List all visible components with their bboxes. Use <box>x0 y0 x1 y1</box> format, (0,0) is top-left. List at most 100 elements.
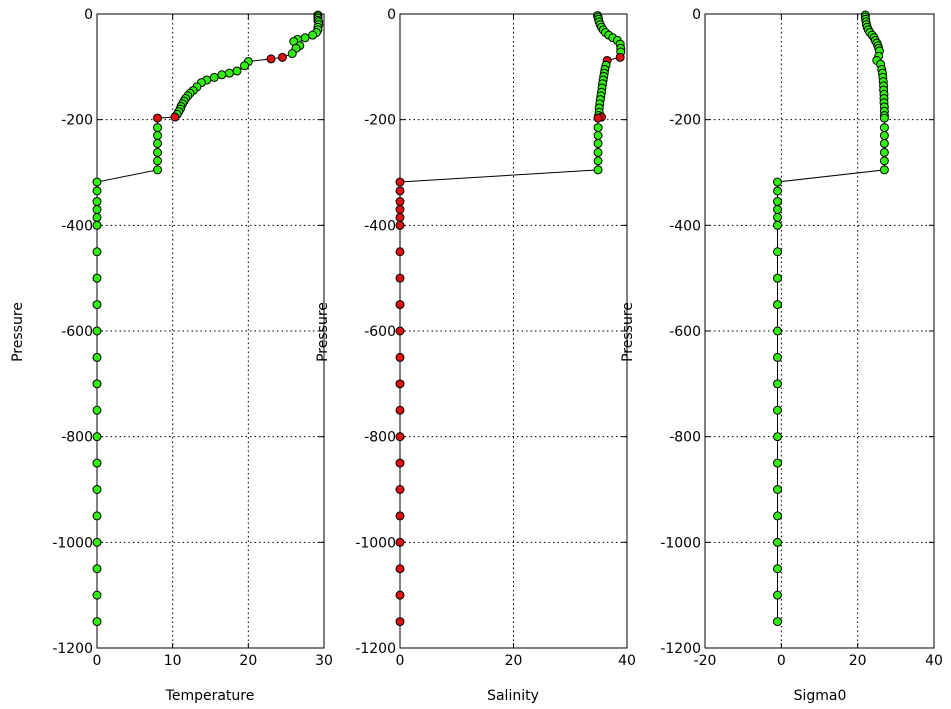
data-point-good <box>773 590 783 600</box>
data-point-good <box>593 165 603 175</box>
data-point-good <box>879 138 889 148</box>
data-point-good <box>92 352 102 362</box>
data-point-bad <box>395 273 405 283</box>
data-point-good <box>153 131 163 141</box>
data-point-good <box>879 131 889 141</box>
data-point-good <box>92 379 102 389</box>
data-point-good <box>773 326 783 336</box>
data-point-good <box>773 300 783 310</box>
data-point-good <box>92 617 102 627</box>
data-point-bad <box>593 113 603 123</box>
data-point-bad <box>153 113 163 123</box>
data-point-good <box>773 177 783 187</box>
data-point-good <box>773 352 783 362</box>
data-point-good <box>773 273 783 283</box>
data-point-good <box>773 186 783 196</box>
data-layer <box>773 10 889 627</box>
data-point-bad <box>395 379 405 389</box>
data-point-bad <box>395 537 405 547</box>
data-point-bad <box>395 432 405 442</box>
data-point-good <box>92 212 102 222</box>
x-tick-label: 30 <box>315 653 333 669</box>
y-tick-label: -400 <box>364 218 396 234</box>
data-point-good <box>92 564 102 574</box>
data-point-bad <box>395 326 405 336</box>
sigma0-panel: Sigma0 Pressure -20 0 20 400-200-400-600-80… <box>620 7 943 704</box>
salinity-panel: Salinity Pressure 0 20 40 0 -200 -400 -600 -800… <box>315 7 636 704</box>
y-tick-label: -1000 <box>52 535 93 551</box>
x-tick-label: -20 <box>694 653 717 669</box>
y-tick-label: -800 <box>669 430 701 446</box>
y-tick-label: -1000 <box>355 535 396 551</box>
data-point-good <box>593 131 603 141</box>
data-point-good <box>773 432 783 442</box>
data-point-good <box>92 186 102 196</box>
data-point-good <box>773 617 783 627</box>
y-tick-label: -800 <box>61 430 93 446</box>
data-point-good <box>92 458 102 468</box>
data-point-good <box>92 537 102 547</box>
data-point-good <box>209 72 219 82</box>
data-point-good <box>92 590 102 600</box>
x-tick-label: 10 <box>164 653 182 669</box>
data-point-good <box>92 204 102 214</box>
data-point-good <box>153 156 163 166</box>
data-point-bad <box>266 54 276 64</box>
data-layer <box>395 11 626 627</box>
data-point-bad <box>395 511 405 521</box>
data-point-good <box>773 247 783 257</box>
data-point-bad <box>615 52 625 62</box>
data-point-good <box>92 485 102 494</box>
data-point-good <box>92 273 102 283</box>
x-tick-label: 20 <box>239 653 257 669</box>
data-point-bad <box>395 177 405 187</box>
data-layer <box>92 10 324 627</box>
data-point-good <box>773 212 783 222</box>
data-point-good <box>593 138 603 148</box>
data-point-good <box>879 123 889 133</box>
data-point-good <box>287 49 297 59</box>
temperature-panel-xlabel: Temperature <box>165 688 255 704</box>
data-point-good <box>300 33 310 43</box>
y-tick-label: -200 <box>61 113 93 129</box>
temperature-panel-ylabel: Pressure <box>10 302 26 362</box>
y-tick-label: -600 <box>61 324 93 340</box>
data-point-good <box>240 61 250 71</box>
data-point-good <box>92 197 102 207</box>
data-point-bad <box>395 204 405 214</box>
sigma0-panel-ylabel: Pressure <box>620 302 636 362</box>
y-tick-label: -1200 <box>52 641 93 657</box>
data-point-good <box>773 197 783 207</box>
y-tick-label: -1200 <box>355 641 396 657</box>
data-point-good <box>773 220 783 230</box>
y-tick-label: -1200 <box>660 641 701 657</box>
x-tick-label: 40 <box>618 653 636 669</box>
y-tick-label: -200 <box>364 113 396 129</box>
data-point-bad <box>395 197 405 207</box>
data-point-good <box>773 379 783 389</box>
y-tick-label: -400 <box>669 218 701 234</box>
y-tick-label: -1000 <box>660 535 701 551</box>
data-point-good <box>92 177 102 187</box>
data-point-good <box>308 30 318 40</box>
data-point-good <box>92 220 102 230</box>
x-tick-label: 20 <box>505 653 523 669</box>
x-tick-label: 0 <box>777 653 786 669</box>
data-point-good <box>92 405 102 415</box>
x-tick-label: 20 <box>849 653 867 669</box>
data-point-good <box>773 405 783 415</box>
data-point-bad <box>395 220 405 230</box>
data-point-bad <box>170 112 180 122</box>
data-point-bad <box>395 485 405 494</box>
y-tick-label: -600 <box>364 324 396 340</box>
grid-lines <box>97 14 324 648</box>
data-point-good <box>879 165 889 175</box>
data-point-good <box>92 247 102 257</box>
data-point-bad <box>277 52 287 62</box>
y-tick-label: -400 <box>61 218 93 234</box>
data-point-bad <box>395 352 405 362</box>
data-point-bad <box>395 300 405 310</box>
data-point-good <box>92 300 102 310</box>
